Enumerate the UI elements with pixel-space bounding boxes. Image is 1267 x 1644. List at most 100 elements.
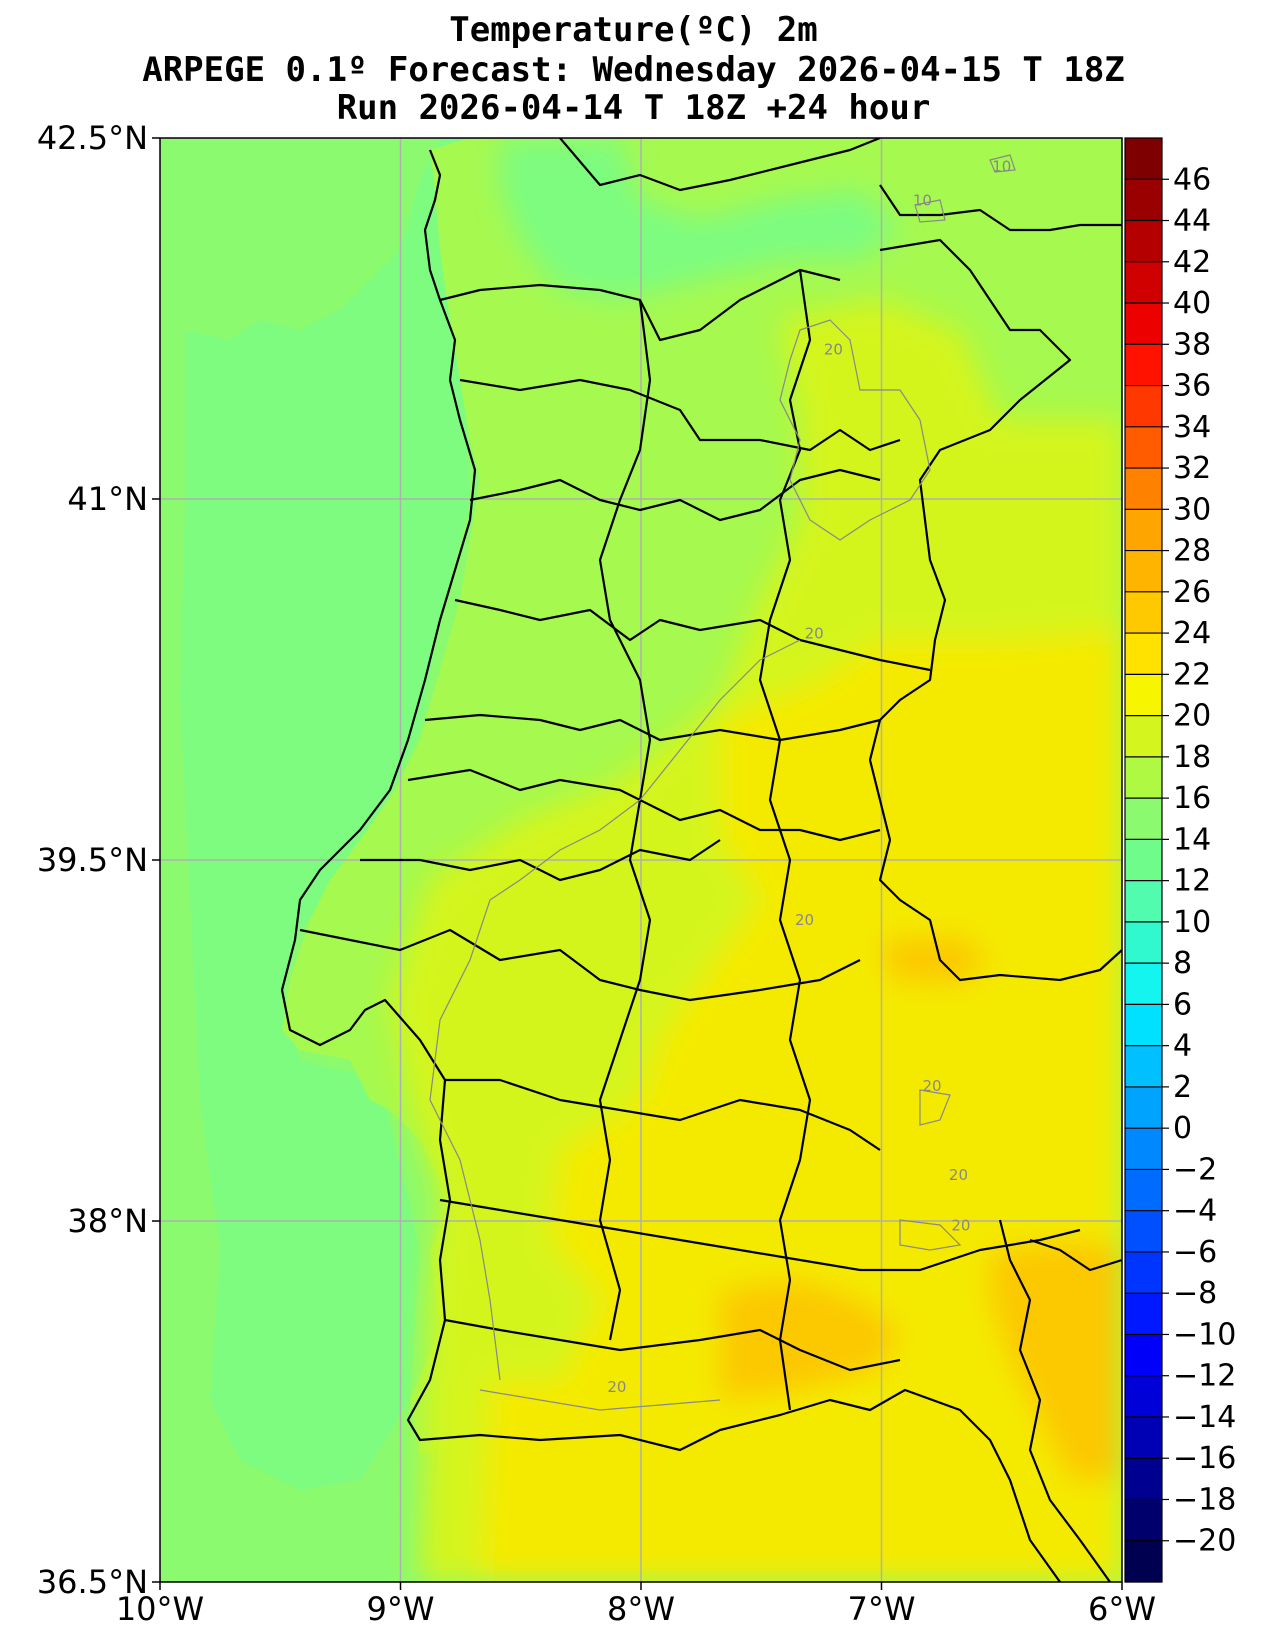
contour-label: 20	[805, 625, 824, 643]
border-district-8	[299, 928, 861, 1002]
colorbar-swatch	[1125, 261, 1162, 304]
contour-labels: 10 10 20 20 20 20 20 20 20	[607, 158, 1011, 1396]
border-district-5	[424, 713, 881, 742]
colorbar-tick-label: −8	[1173, 1276, 1217, 1311]
contour-20-east	[919, 1089, 951, 1126]
colorbar-tick-label: 10	[1173, 905, 1211, 940]
x-tick-label: 6°W	[1088, 1590, 1156, 1628]
x-tick-label: 7°W	[848, 1590, 916, 1628]
border-district-6	[407, 768, 881, 842]
colorbar-tick-label: −16	[1173, 1441, 1236, 1476]
colorbar-tick-label: 12	[1173, 864, 1211, 899]
x-tick-label: 9°W	[367, 1590, 435, 1628]
colorbar-swatch	[1125, 1169, 1162, 1212]
x-tick-label: 10°W	[116, 1590, 204, 1628]
colorbar-swatch	[1125, 1251, 1162, 1294]
colorbar-swatch	[1125, 385, 1162, 428]
colorbar-tick-label: 24	[1173, 616, 1211, 651]
x-tick-label: 8°W	[607, 1590, 675, 1628]
contour-label: 20	[949, 1166, 968, 1184]
colorbar-swatch	[1125, 550, 1162, 593]
colorbar-swatch	[1125, 468, 1162, 510]
colorbar-swatch	[1125, 1210, 1162, 1253]
longitude-tick-labels: 10°W 9°W 8°W 7°W 6°W	[116, 1582, 1156, 1628]
title-run: Run 2026-04-14 T 18Z +24 hour	[336, 88, 931, 128]
colorbar-tick-label: −4	[1173, 1194, 1217, 1229]
colorbar-swatch	[1125, 426, 1162, 469]
contour-label: 10	[913, 191, 932, 209]
y-tick-label: 36.5°N	[37, 1563, 148, 1601]
colorbar-swatch	[1125, 880, 1162, 923]
colorbar-tick-label: 40	[1173, 286, 1211, 321]
colorbar-tick-label: −10	[1173, 1317, 1236, 1352]
border-district-10	[439, 1198, 1081, 1272]
border-district-1	[439, 268, 841, 342]
colorbar-swatch	[1125, 1128, 1162, 1171]
colorbar-tick-label: 46	[1173, 162, 1211, 197]
border-district-3	[469, 468, 881, 522]
contour-10-b	[914, 199, 946, 223]
contour-20-coast	[479, 1389, 721, 1411]
colorbar-swatch	[1125, 715, 1162, 758]
hot-zone-southeast	[990, 1240, 1122, 1480]
colorbar-tick-label: −18	[1173, 1482, 1236, 1517]
border-spain-east	[879, 184, 1122, 232]
y-tick-label: 38°N	[67, 1202, 148, 1240]
contour-20-central	[429, 639, 801, 1381]
colorbar-tick-label: −20	[1173, 1524, 1236, 1559]
graticule	[160, 138, 1122, 1582]
hot-zone-alentejo	[880, 935, 990, 985]
colorbar-tick-label: 34	[1173, 410, 1211, 445]
border-spain-north	[559, 138, 881, 192]
colorbar-swatch	[1125, 1045, 1162, 1088]
district-borders	[280, 138, 1122, 1582]
colorbar-swatch	[1125, 591, 1162, 634]
contour-label: 20	[607, 1378, 626, 1396]
border-district-v1	[598, 299, 652, 1341]
border-district-2	[459, 378, 901, 452]
colorbar-tick-label: 38	[1173, 327, 1211, 362]
colorbar-tick-label: 8	[1173, 946, 1192, 981]
border-district-9	[445, 1078, 881, 1151]
colorbar-tick-label: 6	[1173, 987, 1192, 1022]
colorbar-tick-label: 14	[1173, 822, 1211, 857]
colorbar-swatch	[1125, 756, 1162, 799]
y-tick-label: 39.5°N	[37, 841, 148, 879]
colorbar-swatch	[1125, 839, 1162, 882]
colorbar-swatch	[1125, 963, 1162, 1005]
colorbar-tick-label: 36	[1173, 369, 1211, 404]
contour-20-se	[899, 1219, 962, 1251]
colorbar-swatch	[1125, 1416, 1162, 1459]
colorbar-swatch	[1125, 509, 1162, 552]
border-district-v2	[758, 269, 812, 1411]
colorbar-swatch	[1125, 138, 1162, 180]
colorbar-tick-label: 32	[1173, 451, 1211, 486]
cool-zone-north	[500, 138, 900, 300]
colorbar-frame	[1124, 137, 1163, 1583]
colorbar-swatch	[1125, 1499, 1162, 1542]
colorbar-tick-label: 26	[1173, 575, 1211, 610]
colorbar-tick-label: 30	[1173, 492, 1211, 527]
colorbar-tick-label: 2	[1173, 1070, 1192, 1105]
contour-lines	[429, 154, 1016, 1411]
colorbar-tick-label: 22	[1173, 657, 1211, 692]
colorbar-swatch	[1125, 1375, 1162, 1418]
colorbar-tick-label: 0	[1173, 1111, 1192, 1146]
colorbar-swatch	[1125, 921, 1162, 964]
colorbar-swatch	[1125, 674, 1162, 717]
colorbar-tick-label: 16	[1173, 781, 1211, 816]
coastal-ocean-band	[180, 138, 480, 1490]
colorbar-swatch	[1125, 1293, 1162, 1336]
colorbar-tick-label: 44	[1173, 204, 1211, 239]
colorbar-swatch	[1125, 344, 1162, 387]
title-forecast: ARPEGE 0.1º Forecast: Wednesday 2026-04-…	[142, 50, 1125, 90]
colorbar-tick-label: 4	[1173, 1029, 1192, 1064]
latitude-tick-labels: 42.5°N 41°N 39.5°N 38°N 36.5°N	[37, 119, 160, 1601]
colorbar-swatch	[1125, 1334, 1162, 1377]
contour-label: 20	[922, 1077, 941, 1095]
colorbar-swatch	[1125, 798, 1162, 840]
colorbar-swatch	[1125, 1004, 1162, 1047]
temperature-field: 10 10 20 20 20 20 20 20 20	[160, 138, 1122, 1582]
colorbar-tick-label: 42	[1173, 245, 1211, 280]
